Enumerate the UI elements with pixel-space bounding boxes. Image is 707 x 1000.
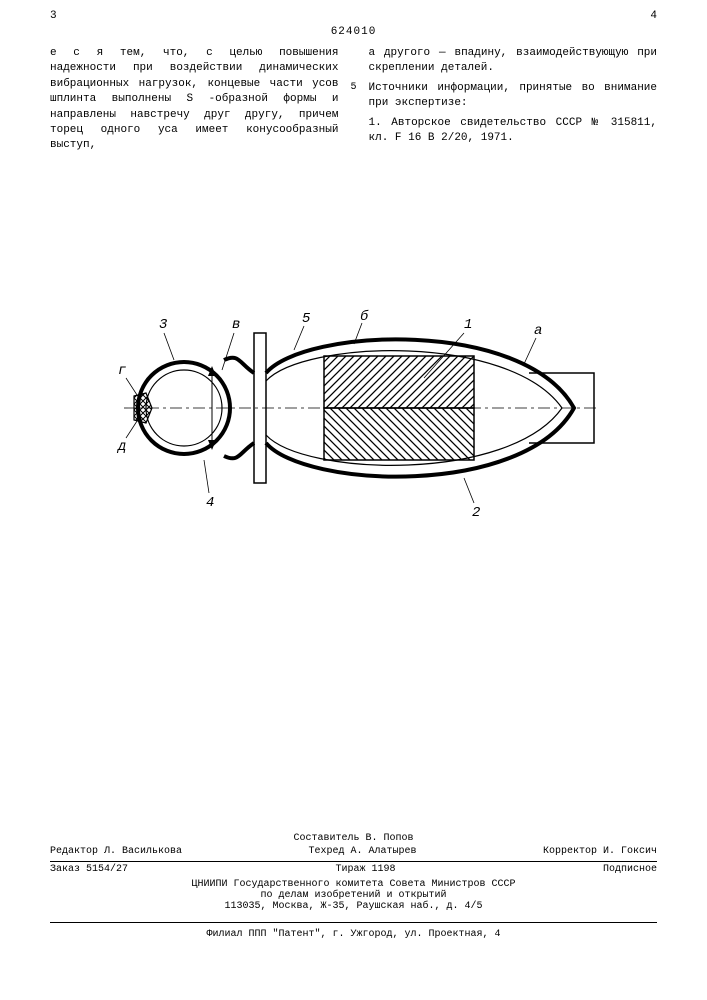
leader-3 bbox=[164, 333, 174, 360]
pub-row: Заказ 5154/27 Тираж 1198 Подписное bbox=[50, 864, 657, 875]
footer: Составитель В. Попов Редактор Л. Васильк… bbox=[50, 833, 657, 940]
podpisnoe: Подписное bbox=[603, 864, 657, 875]
leader-a bbox=[524, 338, 536, 364]
leader-4 bbox=[204, 460, 209, 493]
right-paragraph-1: а другого — впадину, взаимодействующую п… bbox=[369, 46, 658, 77]
org2: по делам изобретений и открытий bbox=[50, 890, 657, 901]
org: ЦНИИПИ Государственного комитета Совета … bbox=[50, 879, 657, 890]
right-p2-text: Источники информации, принятые во вниман… bbox=[369, 82, 658, 109]
corrector: Корректор И. Гоксич bbox=[543, 846, 657, 857]
label-1: 1 bbox=[464, 317, 472, 333]
credits-row: Редактор Л. Василькова Техред А. Алатыре… bbox=[50, 844, 657, 859]
tirazh: Тираж 1198 bbox=[335, 864, 395, 875]
address: 113035, Москва, Ж-35, Раушская наб., д. … bbox=[50, 901, 657, 912]
label-d: д bbox=[116, 439, 126, 455]
leader-g bbox=[126, 378, 139, 398]
page-num-left: 3 bbox=[50, 10, 57, 22]
leader-v bbox=[222, 333, 234, 370]
divider-1 bbox=[50, 861, 657, 862]
branch: Филиал ППП "Патент", г. Ужгород, ул. Про… bbox=[50, 922, 657, 940]
text-columns: е с я тем, что, с целью повышения надежн… bbox=[50, 46, 657, 158]
doc-number: 624010 bbox=[50, 26, 657, 38]
right-paragraph-3: 1. Авторское свидетельство СССР № 315811… bbox=[369, 116, 658, 147]
leader-5 bbox=[294, 326, 304, 350]
label-v: в bbox=[232, 317, 240, 333]
label-2: 2 bbox=[472, 505, 480, 521]
left-paragraph: е с я тем, что, с целью повышения надежн… bbox=[50, 46, 339, 154]
label-3: 3 bbox=[159, 317, 167, 333]
column-left: е с я тем, что, с целью повышения надежн… bbox=[50, 46, 339, 158]
leader-d bbox=[126, 418, 139, 438]
label-5: 5 bbox=[302, 311, 311, 327]
figure-svg: 3 в 5 б 1 а 2 4 г д bbox=[104, 278, 604, 538]
line-number-5: 5 bbox=[351, 81, 357, 95]
order: Заказ 5154/27 bbox=[50, 864, 128, 875]
editor: Редактор Л. Василькова bbox=[50, 846, 182, 857]
label-a: а bbox=[534, 323, 542, 339]
figure: 3 в 5 б 1 а 2 4 г д bbox=[50, 278, 657, 542]
header-row: 3 4 bbox=[50, 10, 657, 22]
page-num-right: 4 bbox=[650, 10, 657, 22]
hatched-block-bottom bbox=[324, 408, 474, 460]
page: 3 4 624010 е с я тем, что, с целью повыш… bbox=[0, 0, 707, 1000]
compiler: Составитель В. Попов bbox=[50, 833, 657, 844]
techred: Техред А. Алатырев bbox=[308, 846, 416, 857]
hatched-block-top bbox=[324, 356, 474, 408]
org-block: ЦНИИПИ Государственного комитета Совета … bbox=[50, 879, 657, 912]
right-paragraph-2: 5 Источники информации, принятые во вним… bbox=[369, 81, 658, 112]
column-right: а другого — впадину, взаимодействующую п… bbox=[369, 46, 658, 158]
label-b: б bbox=[360, 308, 369, 325]
label-g: г bbox=[118, 363, 126, 379]
label-4: 4 bbox=[206, 495, 214, 511]
leader-2 bbox=[464, 478, 474, 503]
